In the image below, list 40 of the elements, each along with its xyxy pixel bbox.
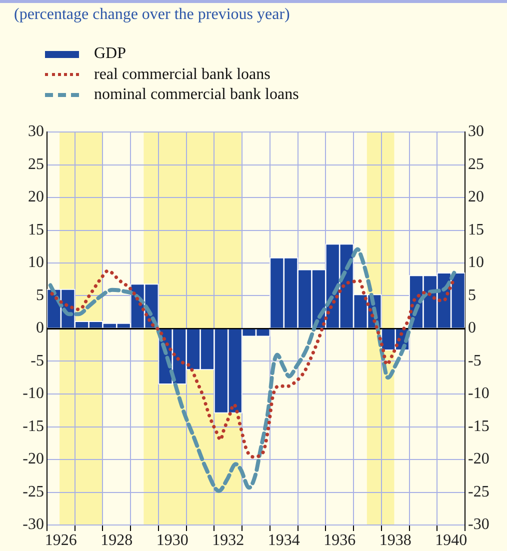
legend-label: real commercial bank loans [94,64,270,84]
y-tick-label: -15 [22,418,44,435]
line-series [50,269,456,459]
y-tick-label: 15 [28,221,44,238]
x-tick-label: 1932 [212,532,244,549]
y-tick-label: 20 [28,188,44,206]
y2-tick-label: -5 [468,352,482,370]
line-series [48,247,456,493]
y-tick-label: 25 [28,156,44,173]
chart-title: (percentage change over the previous year) [14,6,290,24]
y2-tick-label: -10 [468,385,490,402]
y-tick-label: 10 [28,254,44,272]
y-tick-label: -10 [22,385,44,402]
x-tick-label: 1940 [435,532,468,549]
y-tick-label: 30 [28,123,44,140]
y2-tick-label: -25 [468,483,490,500]
y-tick-label: 0 [36,320,44,337]
y2-tick-label: 0 [468,320,476,337]
y2-tick-label: 25 [468,156,484,173]
legend-label: GDP [94,44,126,64]
x-tick-label: 1938 [379,532,412,549]
y2-tick-label: -20 [468,450,490,468]
x-tick-label: 1926 [44,532,77,549]
y2-tick-label: 15 [468,221,484,238]
x-tick-label: 1928 [100,532,133,549]
y2-tick-label: -15 [468,418,490,435]
y2-tick-label: 5 [468,286,476,304]
y-tick-label: 5 [36,286,44,304]
y-tick-label: -25 [22,483,44,500]
legend-label: nominal commercial bank loans [94,85,299,105]
y2-tick-label: 20 [468,188,484,206]
x-tick-label: 1930 [156,532,188,549]
y2-tick-label: 10 [468,254,484,272]
y-tick-label: -30 [22,516,44,534]
y2-tick-label: 30 [468,123,484,140]
y2-tick-label: -30 [468,516,490,534]
x-tick-label: 1934 [268,532,300,549]
x-tick-label: 1936 [324,532,356,549]
y-tick-label: -5 [30,352,44,370]
y-tick-label: -20 [22,450,44,468]
